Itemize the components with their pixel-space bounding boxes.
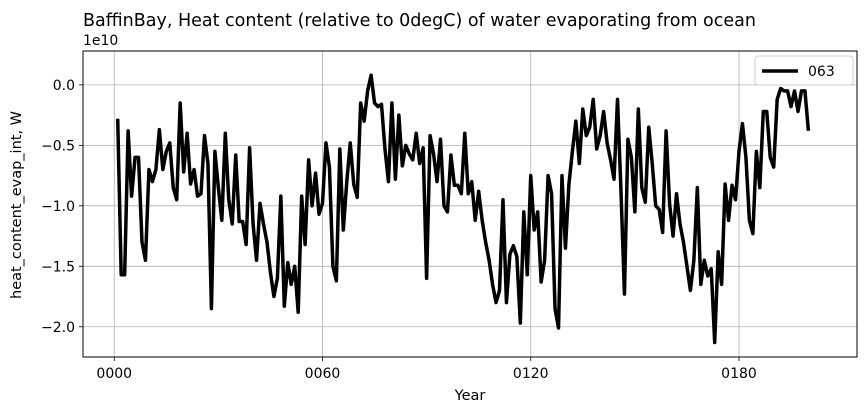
series-lines (115, 73, 811, 345)
x-axis-label: Year (454, 388, 486, 404)
y-tick-label: −0.5 (41, 138, 75, 154)
chart-title: BaffinBay, Heat content (relative to 0de… (83, 11, 756, 31)
axis-ticks: 0000 0060 0120 0180 −2.0 −1.5 −1.0 −0.5 0.0 (41, 78, 757, 382)
legend-entry-063: 063 (808, 64, 835, 80)
y-axis-label: heat_content_evap_int, W (9, 111, 25, 299)
grid (83, 51, 857, 357)
y-tick-label: −2.0 (41, 320, 75, 336)
series-line-063 (115, 73, 811, 345)
legend: 063 (754, 55, 854, 86)
x-tick-label: 0180 (721, 366, 757, 382)
x-tick-label: 0120 (513, 366, 549, 382)
y-tick-label: −1.0 (41, 199, 75, 215)
x-tick-label: 0000 (96, 366, 132, 382)
x-tick-label: 0060 (305, 366, 341, 382)
legend-box (754, 55, 854, 86)
y-tick-label: 0.0 (53, 78, 75, 94)
y-offset-label: 1e10 (83, 33, 118, 49)
y-tick-label: −1.5 (41, 259, 75, 275)
plot-area (82, 50, 858, 358)
